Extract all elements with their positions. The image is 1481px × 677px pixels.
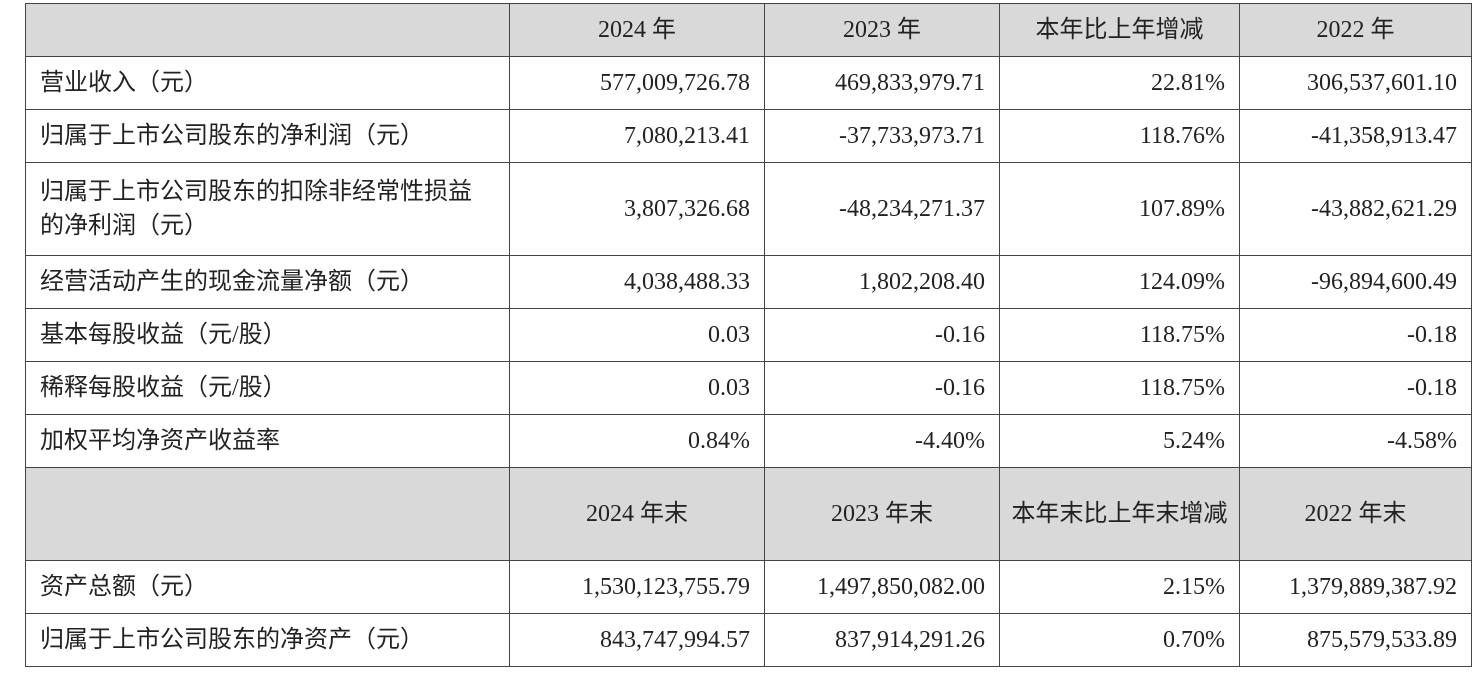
value-change: 5.24% xyxy=(999,414,1240,468)
value-2024: 3,807,326.68 xyxy=(509,162,765,256)
header-cell-blank xyxy=(25,3,510,57)
value-change: 22.81% xyxy=(999,56,1240,110)
value-2023: -0.16 xyxy=(764,361,1000,415)
value-2023: 1,802,208.40 xyxy=(764,255,1000,309)
header-cell-change: 本年比上年增减 xyxy=(999,3,1240,57)
value-2024: 0.03 xyxy=(509,308,765,362)
row-label: 归属于上市公司股东的净利润（元） xyxy=(25,109,510,163)
table-row: 经营活动产生的现金流量净额（元） 4,038,488.33 1,802,208.… xyxy=(25,255,1472,309)
row-label: 经营活动产生的现金流量净额（元） xyxy=(25,255,510,309)
table-row: 稀释每股收益（元/股） 0.03 -0.16 118.75% -0.18 xyxy=(25,361,1472,415)
value-2023: -48,234,271.37 xyxy=(764,162,1000,256)
value-2023: -37,733,973.71 xyxy=(764,109,1000,163)
header-cell-2022: 2022 年 xyxy=(1239,3,1472,57)
row-label: 归属于上市公司股东的净资产（元） xyxy=(25,613,510,667)
row-label: 基本每股收益（元/股） xyxy=(25,308,510,362)
table-row: 资产总额（元） 1,530,123,755.79 1,497,850,082.0… xyxy=(25,560,1472,614)
header-cell-2024-end: 2024 年末 xyxy=(509,467,765,561)
row-label: 归属于上市公司股东的扣除非经常性损益的净利润（元） xyxy=(25,162,510,256)
header-cell-change-end: 本年末比上年末增减 xyxy=(999,467,1240,561)
value-2024: 577,009,726.78 xyxy=(509,56,765,110)
header-row-year-end: 2024 年末 2023 年末 本年末比上年末增减 2022 年末 xyxy=(25,467,1472,561)
table-row: 基本每股收益（元/股） 0.03 -0.16 118.75% -0.18 xyxy=(25,308,1472,362)
header-cell-blank xyxy=(25,467,510,561)
value-change: 2.15% xyxy=(999,560,1240,614)
value-2023: -4.40% xyxy=(764,414,1000,468)
value-2024-end: 1,530,123,755.79 xyxy=(509,560,765,614)
row-label: 加权平均净资产收益率 xyxy=(25,414,510,468)
value-change: 124.09% xyxy=(999,255,1240,309)
header-cell-2024: 2024 年 xyxy=(509,3,765,57)
value-2022: -41,358,913.47 xyxy=(1239,109,1472,163)
value-change: 118.76% xyxy=(999,109,1240,163)
value-2022: -96,894,600.49 xyxy=(1239,255,1472,309)
value-2022: 306,537,601.10 xyxy=(1239,56,1472,110)
value-2024: 0.84% xyxy=(509,414,765,468)
header-cell-2022-end: 2022 年末 xyxy=(1239,467,1472,561)
value-2024-end: 843,747,994.57 xyxy=(509,613,765,667)
value-2022: -4.58% xyxy=(1239,414,1472,468)
value-2023-end: 837,914,291.26 xyxy=(764,613,1000,667)
value-change: 118.75% xyxy=(999,361,1240,415)
table-row: 营业收入（元） 577,009,726.78 469,833,979.71 22… xyxy=(25,56,1472,110)
value-2022-end: 1,379,889,387.92 xyxy=(1239,560,1472,614)
table-row: 归属于上市公司股东的扣除非经常性损益的净利润（元） 3,807,326.68 -… xyxy=(25,162,1472,256)
value-change: 107.89% xyxy=(999,162,1240,256)
header-cell-2023-end: 2023 年末 xyxy=(764,467,1000,561)
value-2024: 4,038,488.33 xyxy=(509,255,765,309)
header-row-years: 2024 年 2023 年 本年比上年增减 2022 年 xyxy=(25,3,1472,57)
header-cell-2023: 2023 年 xyxy=(764,3,1000,57)
table-row: 加权平均净资产收益率 0.84% -4.40% 5.24% -4.58% xyxy=(25,414,1472,468)
row-label: 资产总额（元） xyxy=(25,560,510,614)
value-2022: -0.18 xyxy=(1239,361,1472,415)
value-2023-end: 1,497,850,082.00 xyxy=(764,560,1000,614)
value-change: 0.70% xyxy=(999,613,1240,667)
value-2022-end: 875,579,533.89 xyxy=(1239,613,1472,667)
value-2023: 469,833,979.71 xyxy=(764,56,1000,110)
value-2022: -43,882,621.29 xyxy=(1239,162,1472,256)
financial-summary-table: 2024 年 2023 年 本年比上年增减 2022 年 营业收入（元） 577… xyxy=(25,3,1472,667)
value-2022: -0.18 xyxy=(1239,308,1472,362)
value-2024: 7,080,213.41 xyxy=(509,109,765,163)
table-row: 归属于上市公司股东的净利润（元） 7,080,213.41 -37,733,97… xyxy=(25,109,1472,163)
value-change: 118.75% xyxy=(999,308,1240,362)
value-2023: -0.16 xyxy=(764,308,1000,362)
value-2024: 0.03 xyxy=(509,361,765,415)
row-label: 营业收入（元） xyxy=(25,56,510,110)
table-row: 归属于上市公司股东的净资产（元） 843,747,994.57 837,914,… xyxy=(25,613,1472,667)
row-label: 稀释每股收益（元/股） xyxy=(25,361,510,415)
